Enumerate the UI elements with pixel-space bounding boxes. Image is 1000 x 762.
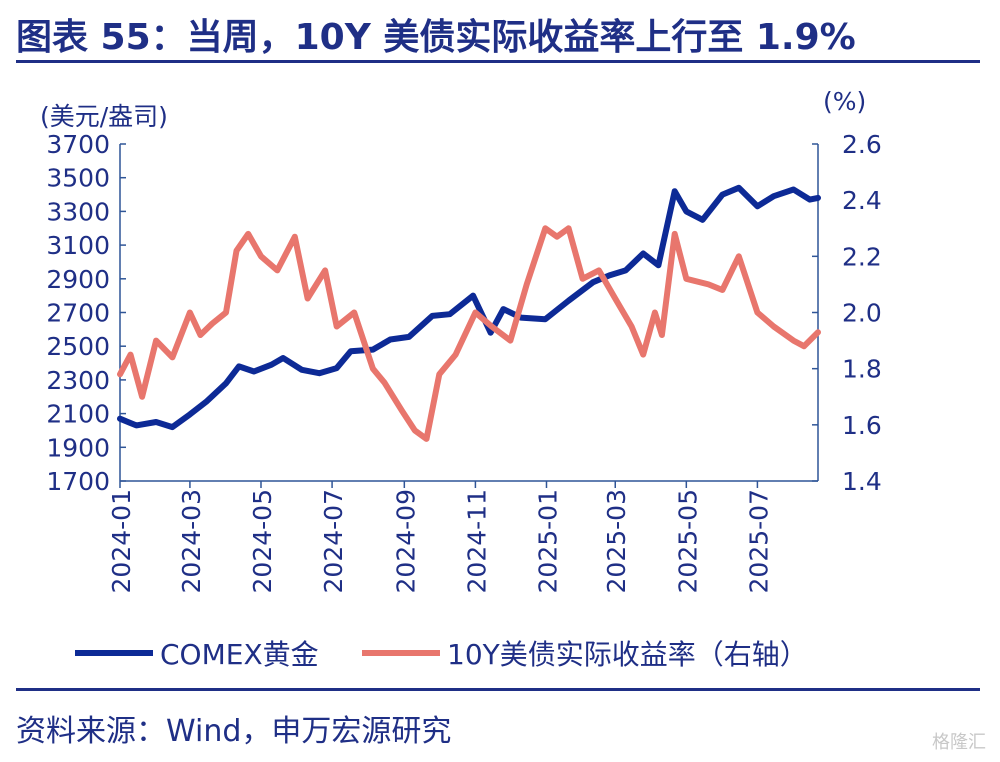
- left-tick-label: 2500: [46, 332, 110, 361]
- left-axis-unit: (美元/盎司): [40, 102, 168, 131]
- legend-label-yield: 10Y美债实际收益率（右轴）: [447, 638, 808, 671]
- left-tick-label: 2300: [46, 366, 110, 395]
- right-axis-unit: (%): [823, 87, 866, 116]
- x-tick-label: 2024-07: [319, 489, 348, 593]
- x-tick-label: 2024-03: [177, 489, 206, 593]
- dual-axis-line-chart: 3700 3500 3300 3100 2900 2700 2500 2300 2100 1900…: [40, 87, 882, 671]
- right-tick-label: 2.4: [842, 186, 882, 215]
- series-line-gold: [117, 184, 821, 431]
- left-tick-label: 3100: [46, 231, 110, 260]
- right-tick-label: 2.2: [842, 242, 882, 271]
- x-tick-label: 2024-01: [107, 489, 136, 593]
- left-tick-label: 1900: [46, 433, 110, 462]
- title-divider: [16, 60, 980, 63]
- x-tick-label: 2025-05: [673, 489, 702, 593]
- source-note: 资料来源：Wind，申万宏源研究: [16, 714, 452, 749]
- axes-layer: 3700 3500 3300 3100 2900 2700 2500 2300 2100 1900…: [46, 130, 881, 593]
- x-tick-label: 2024-05: [248, 489, 277, 593]
- left-tick-label: 2700: [46, 299, 110, 328]
- left-tick-label: 3300: [46, 197, 110, 226]
- x-tick-label: 2025-07: [744, 489, 773, 593]
- legend: COMEX黄金 10Y美债实际收益率（右轴）: [75, 638, 808, 671]
- left-tick-label: 2900: [46, 265, 110, 294]
- right-tick-label: 2.6: [842, 130, 882, 159]
- left-tick-label: 1700: [46, 467, 110, 496]
- left-tick-label: 2100: [46, 400, 110, 429]
- series-layer: [117, 184, 821, 442]
- right-tick-label: 2.0: [842, 299, 882, 328]
- chart-title: 图表 55：当周，10Y 美债实际收益率上行至 1.9%: [16, 17, 856, 58]
- series-line-yield: [117, 225, 821, 442]
- right-tick-label: 1.6: [842, 411, 882, 440]
- left-tick-label: 3500: [46, 164, 110, 193]
- right-tick-label: 1.4: [842, 467, 882, 496]
- x-tick-label: 2024-09: [391, 489, 420, 593]
- legend-label-gold: COMEX黄金: [160, 638, 319, 671]
- right-tick-label: 1.8: [842, 355, 882, 384]
- x-tick-label: 2025-03: [602, 489, 631, 593]
- footer-divider: [16, 688, 980, 691]
- watermark: 格隆汇: [932, 732, 986, 753]
- x-tick-label: 2025-01: [533, 489, 562, 593]
- left-tick-label: 3700: [46, 130, 110, 159]
- x-tick-label: 2024-11: [462, 489, 491, 593]
